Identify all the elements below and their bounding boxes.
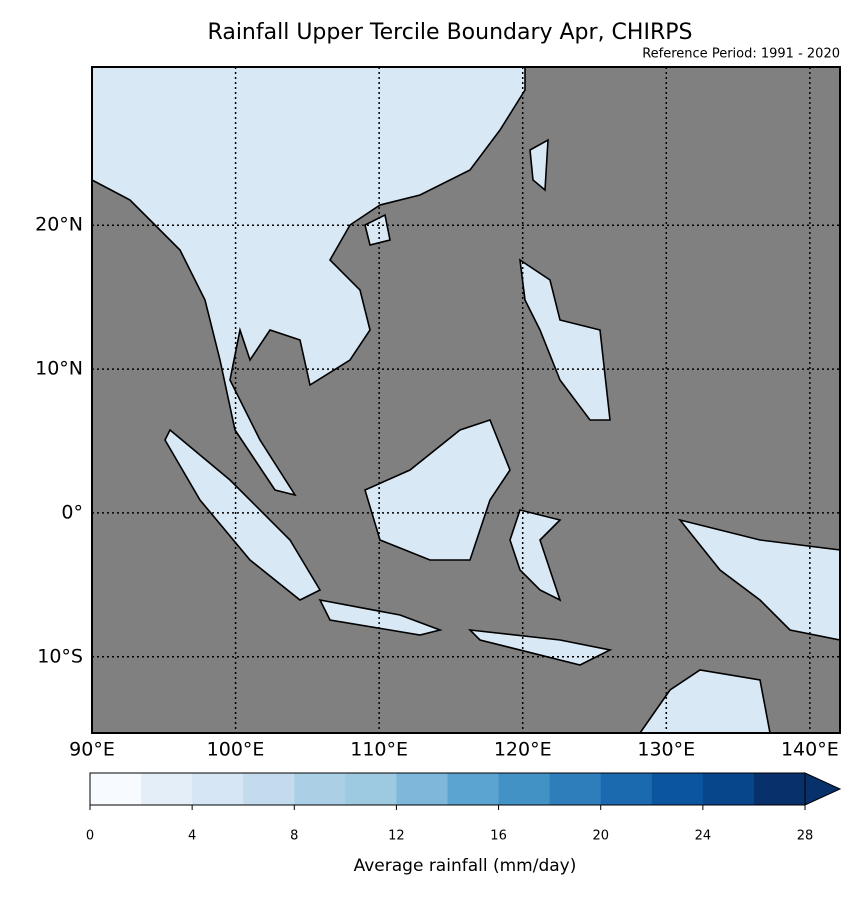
lat-tick-label: 0° bbox=[61, 501, 83, 523]
colorbar-tick-label: 12 bbox=[388, 829, 405, 844]
colorbar-bin bbox=[498, 773, 551, 805]
lon-tick-label: 120°E bbox=[494, 739, 552, 761]
lat-tick-label: 10°N bbox=[35, 358, 83, 380]
colorbar-tick-label: 16 bbox=[490, 829, 507, 844]
colorbar-bin bbox=[90, 773, 142, 805]
borneo bbox=[364, 419, 511, 561]
lon-tick-label: 100°E bbox=[207, 739, 265, 761]
taiwan bbox=[529, 138, 549, 192]
colorbar-tick-label: 20 bbox=[592, 829, 609, 844]
lon-tick-label: 90°E bbox=[69, 739, 115, 761]
lat-tick-label: 10°S bbox=[37, 645, 83, 667]
colorbar-label: Average rainfall (mm/day) bbox=[354, 856, 577, 876]
colorbar-tick-label: 4 bbox=[188, 829, 196, 844]
colorbar-bin bbox=[141, 773, 193, 805]
lon-tick-label: 130°E bbox=[637, 739, 695, 761]
lesser-sunda bbox=[467, 628, 613, 666]
map-frame bbox=[91, 66, 841, 734]
hainan bbox=[364, 213, 391, 246]
java bbox=[318, 598, 443, 636]
colorbar-bin bbox=[243, 773, 295, 805]
colorbar-frame bbox=[89, 772, 806, 806]
lon-tick-label: 110°E bbox=[350, 739, 408, 761]
subtitle: Reference Period: 1991 - 2020 bbox=[642, 47, 840, 62]
colorbar-bin bbox=[345, 773, 397, 805]
colorbar-tick-label: 0 bbox=[86, 829, 94, 844]
colorbar-bin bbox=[651, 773, 704, 805]
colorbar-tick-label: 24 bbox=[695, 829, 712, 844]
colorbar-bin bbox=[192, 773, 244, 805]
colorbar-bin bbox=[600, 773, 653, 805]
map bbox=[91, 66, 841, 734]
colorbar-tick-label: 28 bbox=[797, 829, 814, 844]
lat-tick-label: 20°N bbox=[35, 214, 83, 236]
colorbar-bin bbox=[549, 773, 602, 805]
colorbar-bin bbox=[702, 773, 755, 805]
philippines bbox=[518, 258, 611, 421]
colorbar-extend bbox=[804, 772, 842, 806]
colorbar-bin bbox=[294, 773, 346, 805]
colorbar-bin bbox=[753, 773, 806, 805]
colorbar-tick-label: 8 bbox=[290, 829, 298, 844]
new-guinea bbox=[677, 518, 841, 641]
colorbar-bin bbox=[396, 773, 448, 805]
mainland-asia bbox=[91, 66, 526, 497]
lon-tick-label: 140°E bbox=[781, 739, 839, 761]
colorbar-bin bbox=[447, 773, 500, 805]
title: Rainfall Upper Tercile Boundary Apr, CHI… bbox=[208, 20, 693, 45]
sumatra bbox=[164, 428, 322, 601]
